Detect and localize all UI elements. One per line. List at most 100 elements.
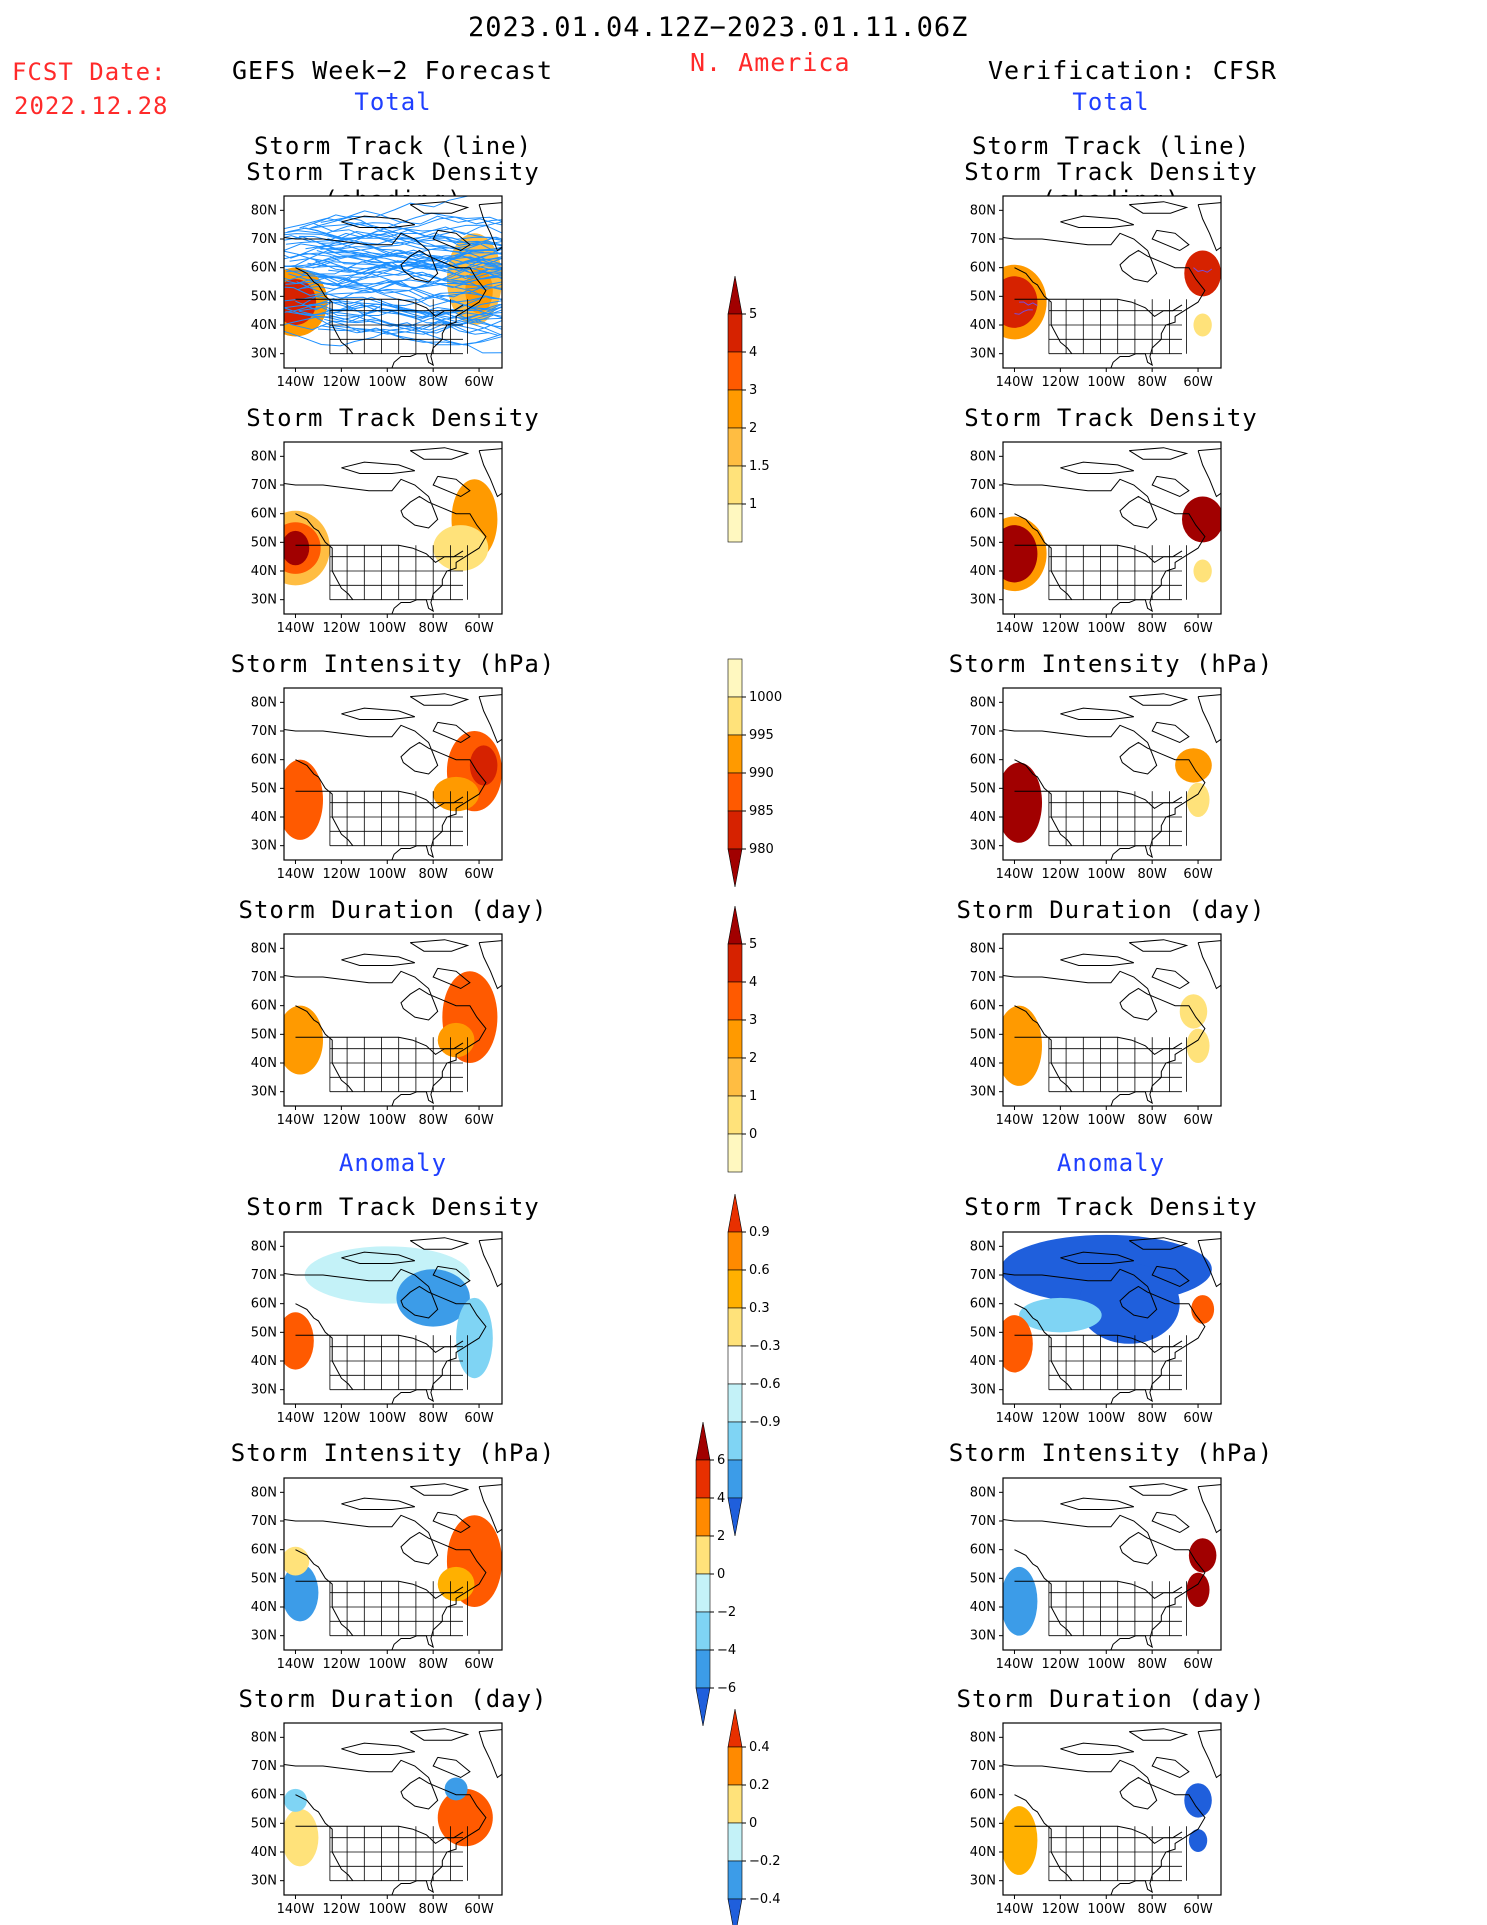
storm-track-line bbox=[329, 289, 502, 307]
lat-label: 80N bbox=[251, 695, 277, 710]
coastline bbox=[1060, 1742, 1134, 1755]
fcst-date-label: FCST Date: bbox=[12, 58, 167, 86]
storm-track-line bbox=[312, 281, 502, 300]
right-intensity-title: Storm Intensity (hPa) bbox=[948, 650, 1274, 678]
left-anomaly-label: Anomaly bbox=[338, 1149, 448, 1177]
coastline bbox=[284, 1759, 487, 1895]
lon-label: 100W bbox=[368, 375, 406, 390]
colorbar-segment bbox=[727, 1193, 743, 1233]
colorbar-duration-anomaly: 0.4 0.2 0 −0.2 −0.4 bbox=[727, 1708, 781, 1925]
lat-label: 50N bbox=[970, 535, 996, 550]
coastline bbox=[1128, 1728, 1189, 1741]
shaded-region bbox=[469, 745, 498, 786]
storm-track-line bbox=[1019, 301, 1038, 307]
coastline bbox=[295, 1005, 354, 1093]
colorbar-segment bbox=[695, 1573, 711, 1613]
lon-label: 60W bbox=[464, 1902, 494, 1917]
right-anomaly-label: Anomaly bbox=[1056, 1149, 1166, 1177]
lat-label: 60N bbox=[251, 753, 277, 768]
colorbar-segment bbox=[727, 275, 743, 315]
storm-track-line bbox=[285, 255, 502, 288]
lon-label: 100W bbox=[1087, 1657, 1125, 1672]
lon-label: 140W bbox=[996, 621, 1034, 636]
shaded-region bbox=[1193, 559, 1212, 583]
shaded-region bbox=[444, 1777, 468, 1801]
colorbar-segment bbox=[727, 1231, 743, 1271]
coastline bbox=[1014, 513, 1073, 601]
lat-label: 60N bbox=[970, 999, 996, 1014]
lon-label: 140W bbox=[996, 1902, 1034, 1917]
colorbar-segment bbox=[727, 313, 743, 353]
lat-label: 60N bbox=[251, 1297, 277, 1312]
shaded-region bbox=[284, 1788, 307, 1812]
lon-label: 140W bbox=[277, 621, 315, 636]
coastline bbox=[1003, 724, 1206, 860]
coastline bbox=[1151, 967, 1190, 990]
lon-label: 140W bbox=[996, 1657, 1034, 1672]
colorbar-segment bbox=[695, 1611, 711, 1651]
shaded-region bbox=[1186, 1572, 1210, 1607]
lat-label: 30N bbox=[970, 347, 996, 362]
shaded-region bbox=[1003, 1005, 1043, 1086]
coastline bbox=[478, 1484, 502, 1534]
lat-label: 70N bbox=[970, 1514, 996, 1529]
lat-label: 30N bbox=[970, 1874, 996, 1889]
lat-label: 60N bbox=[970, 1788, 996, 1803]
lat-label: 60N bbox=[970, 261, 996, 276]
colorbar-segment bbox=[727, 905, 743, 945]
colorbar-segment bbox=[695, 1535, 711, 1575]
colorbar-label: −4 bbox=[717, 1643, 736, 1658]
coastline bbox=[478, 202, 502, 252]
lat-label: 80N bbox=[251, 449, 277, 464]
lat-label: 60N bbox=[970, 1297, 996, 1312]
colorbar-label: 0.3 bbox=[749, 1301, 770, 1316]
colorbar-label: 0 bbox=[717, 1567, 725, 1582]
coastline bbox=[284, 1514, 487, 1650]
lon-label: 100W bbox=[368, 1411, 406, 1426]
coastline bbox=[341, 1742, 415, 1755]
lon-label: 60W bbox=[464, 1411, 494, 1426]
coastline bbox=[284, 724, 487, 860]
shaded-region bbox=[284, 530, 310, 566]
coastline bbox=[409, 447, 470, 460]
coastline bbox=[295, 759, 354, 847]
coastline bbox=[1003, 478, 1206, 614]
shaded-region bbox=[1003, 1566, 1038, 1636]
coastline bbox=[295, 1303, 354, 1391]
coastline bbox=[295, 513, 354, 601]
lat-label: 50N bbox=[970, 1325, 996, 1340]
lat-label: 40N bbox=[970, 318, 996, 333]
storm-track-line bbox=[288, 273, 502, 291]
coastline bbox=[1151, 721, 1190, 744]
shaded-region bbox=[1003, 1806, 1038, 1875]
lat-label: 80N bbox=[251, 941, 277, 956]
storm-track-line bbox=[309, 221, 502, 235]
lat-label: 60N bbox=[251, 1543, 277, 1558]
colorbar-label: 0.6 bbox=[749, 1263, 770, 1278]
shaded-region bbox=[284, 759, 324, 840]
lon-label: 100W bbox=[1087, 621, 1125, 636]
colorbar-segment bbox=[727, 981, 743, 1021]
shaded-region bbox=[1188, 1538, 1217, 1573]
shaded-region bbox=[284, 1809, 319, 1867]
lat-label: 60N bbox=[970, 1543, 996, 1558]
right-density-anom-title: Storm Track Density bbox=[964, 1193, 1258, 1221]
lon-label: 60W bbox=[1183, 1657, 1213, 1672]
map-frame bbox=[283, 1231, 503, 1405]
map-frame bbox=[283, 1722, 503, 1896]
shaded-region bbox=[1181, 496, 1221, 543]
colorbar-segment bbox=[727, 503, 743, 543]
colorbar-label: −0.4 bbox=[749, 1892, 781, 1907]
lon-label: 100W bbox=[1087, 867, 1125, 882]
lat-label: 50N bbox=[251, 1571, 277, 1586]
colorbar-label: 980 bbox=[749, 842, 774, 857]
storm-track-line bbox=[284, 217, 502, 234]
coastline bbox=[1014, 267, 1073, 355]
coastline bbox=[432, 1265, 471, 1288]
right-storm-track-title-1: Storm Track (line) bbox=[971, 132, 1251, 160]
colorbar-label: 995 bbox=[749, 728, 774, 743]
lat-label: 40N bbox=[251, 318, 277, 333]
colorbar-segment bbox=[727, 943, 743, 983]
